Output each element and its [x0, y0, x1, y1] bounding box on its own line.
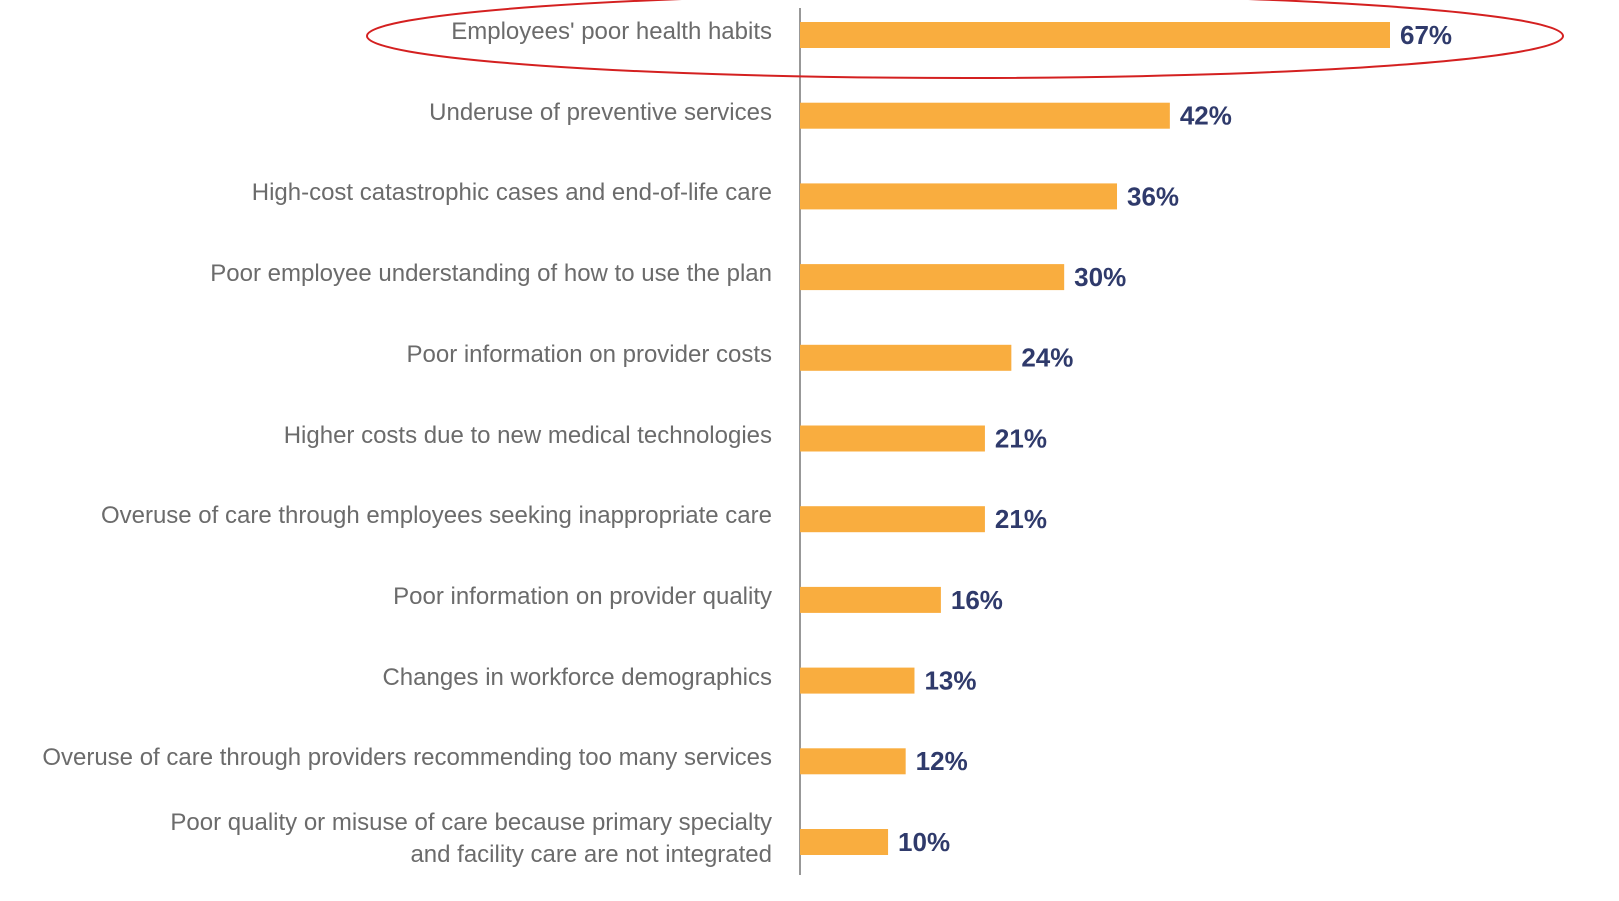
bar: [800, 829, 889, 855]
category-label: High-cost catastrophic cases and end-of-…: [251, 179, 772, 207]
value-label: 16%: [951, 585, 1003, 615]
category-label: Poor quality or misuse of care because p…: [170, 809, 772, 868]
category-label: Employees' poor health habits: [451, 18, 772, 45]
value-label: 21%: [995, 423, 1047, 453]
bar: [800, 425, 985, 452]
value-label: 10%: [898, 827, 950, 857]
category-label: Poor employee understanding of how to us…: [210, 260, 772, 288]
category-label: Overuse of care through providers recomm…: [42, 744, 772, 772]
value-label: 24%: [1021, 343, 1073, 373]
value-label: 30%: [1074, 262, 1126, 292]
bar: [800, 344, 1012, 371]
category-label: Poor information on provider costs: [406, 340, 772, 368]
value-label: 42%: [1180, 101, 1232, 131]
category-label: Changes in workforce demographics: [382, 663, 772, 691]
bar: [800, 264, 1065, 291]
bar: [800, 506, 985, 533]
value-label: 67%: [1400, 20, 1452, 50]
category-label: Higher costs due to new medical technolo…: [283, 421, 772, 449]
value-label: 36%: [1127, 181, 1179, 211]
bar: [800, 183, 1118, 210]
value-label: 13%: [924, 665, 976, 695]
bar: [800, 102, 1170, 129]
highlight-ellipse: [366, 0, 1564, 79]
bar: [800, 22, 1390, 48]
bar: [800, 586, 941, 613]
category-label: Overuse of care through employees seekin…: [100, 502, 772, 530]
value-label: 21%: [995, 504, 1047, 534]
value-label: 12%: [916, 746, 968, 776]
category-label: Underuse of preventive services: [429, 98, 772, 126]
category-label: Poor information on provider quality: [393, 582, 772, 610]
bar: [800, 748, 906, 775]
bar: [800, 667, 915, 694]
